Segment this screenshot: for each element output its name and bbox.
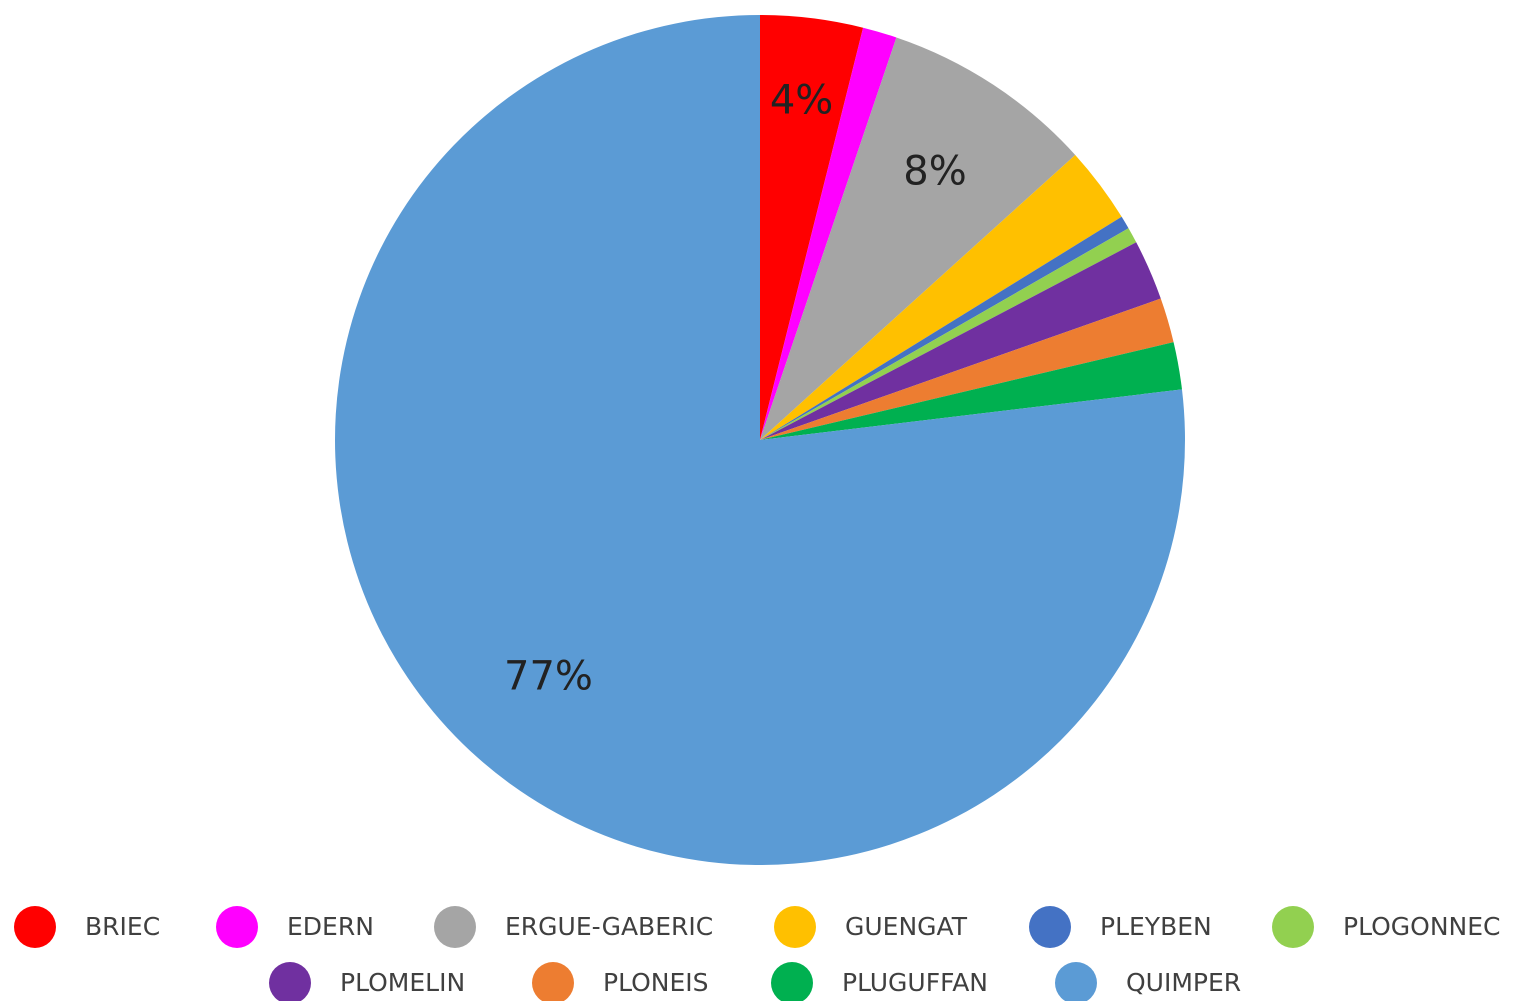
pie-slice [760, 342, 1182, 440]
legend-marker [774, 906, 816, 948]
pie-slice [760, 298, 1174, 440]
pie-slice [760, 154, 1122, 441]
legend-label: PLONEIS [603, 968, 709, 997]
legend-marker [771, 962, 813, 1001]
pie-slice [760, 216, 1129, 440]
legend-marker [269, 962, 311, 1001]
legend-marker [1055, 962, 1097, 1001]
data-label: 77% [504, 653, 593, 699]
legend-label: PLOGONNEC [1343, 912, 1501, 941]
pie-slice [760, 228, 1137, 440]
legend-marker [434, 906, 476, 948]
data-label: 4% [770, 78, 833, 124]
legend-marker [532, 962, 574, 1001]
legend-label: GUENGAT [845, 912, 968, 941]
legend-marker [216, 906, 258, 948]
legend-label: EDERN [287, 912, 374, 941]
pie-slice [760, 37, 1076, 441]
pie-slice [760, 242, 1161, 440]
legend-label: QUIMPER [1126, 968, 1241, 997]
pie-slice [760, 27, 897, 440]
legend-label: PLEYBEN [1100, 912, 1212, 941]
data-label: 8% [903, 149, 966, 195]
pie-slice [760, 15, 864, 440]
legend-marker [14, 906, 56, 948]
legend-marker [1272, 906, 1314, 948]
pie-slice [334, 15, 1185, 865]
legend-label: PLOMELIN [340, 968, 465, 997]
legend-label: ERGUE-GABERIC [505, 912, 713, 941]
legend-label: PLUGUFFAN [842, 968, 988, 997]
legend-marker [1029, 906, 1071, 948]
legend-label: BRIEC [85, 912, 160, 941]
